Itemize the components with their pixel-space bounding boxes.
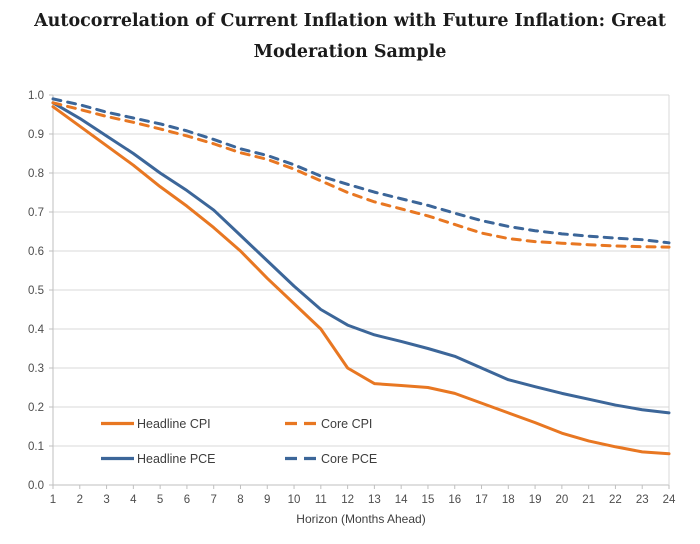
y-tick-label-0.6: 0.6 <box>28 246 44 258</box>
series-line-headline-pce <box>51 101 671 415</box>
x-tick-label-9: 9 <box>264 494 270 506</box>
x-tick-label-13: 13 <box>368 494 381 506</box>
legend-label-core-cpi: Core CPI <box>321 416 373 431</box>
y-tick-label-0.8: 0.8 <box>28 168 44 180</box>
headline-cpi-line-swatch <box>101 421 134 426</box>
core-pce-line-swatch <box>285 456 318 461</box>
x-tick-label-16: 16 <box>448 494 461 506</box>
x-tick-label-21: 21 <box>582 494 595 506</box>
x-tick-label-2: 2 <box>77 494 83 506</box>
series-line-headline-cpi <box>51 105 671 456</box>
y-tick-label-0.5: 0.5 <box>28 285 44 297</box>
y-tick-label-0.1: 0.1 <box>28 441 44 453</box>
x-tick-label-19: 19 <box>529 494 542 506</box>
series-line-core-cpi <box>51 101 671 249</box>
chart-title: Autocorrelation of Current Inflation wit… <box>20 6 680 68</box>
x-tick-label-20: 20 <box>555 494 568 506</box>
x-axis-title: Horizon (Months Ahead) <box>296 512 426 526</box>
legend-label-headline-pce: Headline PCE <box>137 451 216 466</box>
y-tick-label-0.2: 0.2 <box>28 402 44 414</box>
x-tick-label-3: 3 <box>103 494 109 506</box>
x-tick-label-8: 8 <box>237 494 243 506</box>
x-tick-label-12: 12 <box>341 494 354 506</box>
chart-title-line1: Autocorrelation of Current Inflation wit… <box>34 11 666 31</box>
core-cpi-line-swatch <box>285 421 318 426</box>
chart-title-line2: Moderation Sample <box>253 42 447 62</box>
x-tick-label-18: 18 <box>502 494 515 506</box>
x-tick-label-4: 4 <box>130 494 137 506</box>
series-line-core-pce <box>51 97 671 245</box>
x-tick-label-1: 1 <box>50 494 56 506</box>
headline-pce-line-swatch <box>101 456 134 461</box>
x-tick-label-17: 17 <box>475 494 488 506</box>
legend-item-headline-cpi: Headline CPI <box>101 416 211 431</box>
legend-item-core-cpi: Core CPI <box>285 416 372 431</box>
y-tick-label-0.3: 0.3 <box>28 363 44 375</box>
x-tick-label-23: 23 <box>636 494 649 506</box>
y-tick-label-0.9: 0.9 <box>28 129 44 141</box>
x-tick-label-14: 14 <box>395 494 408 506</box>
x-tick-label-15: 15 <box>422 494 435 506</box>
x-tick-label-24: 24 <box>663 494 676 506</box>
y-tick-label-1.0: 1.0 <box>28 90 44 102</box>
x-tick-label-10: 10 <box>288 494 301 506</box>
x-tick-label-5: 5 <box>157 494 163 506</box>
legend-item-core-pce: Core PCE <box>285 451 377 466</box>
x-tick-label-6: 6 <box>184 494 190 506</box>
legend-item-headline-pce: Headline PCE <box>101 451 216 466</box>
legend-label-core-pce: Core PCE <box>321 451 378 466</box>
x-tick-label-22: 22 <box>609 494 622 506</box>
x-tick-label-7: 7 <box>210 494 216 506</box>
y-tick-label-0.4: 0.4 <box>28 324 45 336</box>
legend-label-headline-cpi: Headline CPI <box>137 416 211 431</box>
x-tick-label-11: 11 <box>315 494 327 506</box>
y-tick-label-0.0: 0.0 <box>28 480 44 492</box>
y-tick-label-0.7: 0.7 <box>28 207 44 219</box>
